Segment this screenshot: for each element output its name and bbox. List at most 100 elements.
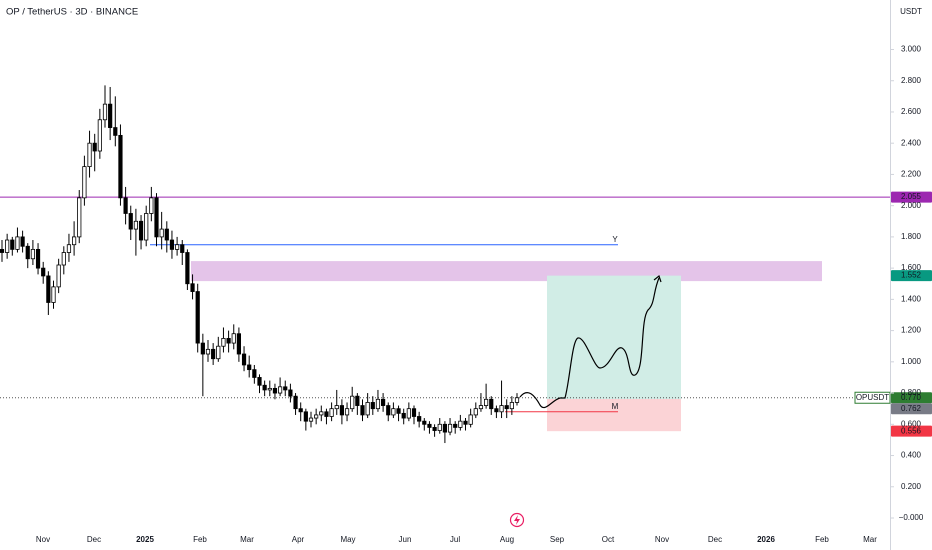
y-tick-label: 0.800: [901, 388, 922, 397]
candle-body: [211, 348, 216, 360]
x-tick-label: Feb: [193, 535, 207, 544]
candle-body: [458, 420, 463, 428]
candle-body: [51, 286, 56, 303]
candle-body: [241, 353, 247, 366]
candle-body: [174, 244, 180, 250]
x-tick-label: Nov: [36, 535, 50, 544]
loss-box: [547, 399, 681, 432]
candle-body: [41, 267, 46, 277]
candle-body: [422, 420, 427, 425]
candle-body: [231, 333, 236, 344]
x-tick-label: Aug: [500, 535, 514, 544]
y-tick-label: 1.600: [901, 263, 922, 272]
projection-path: [519, 277, 660, 409]
candle-body: [5, 239, 10, 253]
candle-body: [514, 397, 520, 403]
candle-body: [365, 402, 370, 416]
x-tick-label: 2026: [757, 535, 775, 544]
projection-arrowhead: [653, 274, 662, 283]
supply-zone: [191, 261, 822, 282]
y-tick-label: 2.000: [901, 201, 922, 210]
candle-body: [303, 411, 308, 422]
price-tag: [891, 392, 932, 404]
candle-body: [82, 166, 87, 199]
price-tag-label: 0.770: [901, 393, 922, 402]
y-tick-label: 2.600: [901, 107, 922, 116]
chart-title: OP / TetherUS · 3D · BINANCE: [6, 7, 138, 18]
candle-body: [478, 405, 484, 410]
candle-body: [77, 197, 82, 238]
candle-body: [35, 248, 41, 269]
candle-body: [499, 405, 504, 413]
candle-body: [123, 197, 128, 214]
candle-body: [144, 213, 149, 241]
candle-body: [468, 414, 473, 425]
candle-body: [180, 244, 185, 253]
candle-body: [360, 405, 365, 416]
candle-body: [92, 142, 97, 152]
candle-body: [200, 342, 205, 355]
candle-body: [72, 236, 77, 246]
x-tick-label: Sep: [550, 535, 565, 544]
candle-body: [334, 405, 339, 410]
candle-body: [159, 228, 164, 238]
symbol-tag-label: OPUSDT: [856, 393, 889, 402]
candle-body: [15, 236, 20, 250]
candle-body: [221, 338, 226, 347]
y-tick-label: 2.200: [901, 170, 922, 179]
candle-body: [298, 408, 303, 413]
axis-unit: USDT: [900, 7, 922, 16]
candle-body: [190, 283, 195, 292]
price-tag-label: 1.552: [901, 271, 922, 280]
candle-body: [489, 398, 494, 410]
logo: [509, 512, 525, 528]
candle-body: [56, 264, 61, 288]
candle-body: [375, 398, 381, 410]
candle-body: [391, 408, 396, 416]
x-tick-label: Dec: [708, 535, 722, 544]
candle-body: [314, 414, 319, 419]
candle-body: [283, 386, 288, 391]
candle-body: [66, 244, 72, 253]
candle-body: [216, 345, 221, 360]
candle-body: [128, 213, 133, 230]
candle-body: [329, 408, 334, 417]
candle-body: [236, 333, 241, 355]
level-m-label: M: [612, 402, 619, 411]
candle-body: [149, 197, 154, 214]
candle-body: [164, 228, 169, 241]
candle-body: [97, 119, 102, 152]
y-tick-label: 1.800: [901, 232, 922, 241]
candle-body: [308, 417, 314, 422]
x-tick-label: May: [340, 535, 355, 544]
symbol-tag: [854, 391, 891, 404]
profit-box: [547, 275, 681, 400]
candle-body: [205, 348, 211, 355]
candle-body: [370, 402, 375, 410]
logo-bolt: [514, 515, 520, 525]
candle-body: [319, 411, 324, 416]
x-tick-label: Mar: [240, 535, 254, 544]
y-tick-label: 2.400: [901, 138, 922, 147]
candle-body: [453, 423, 458, 428]
candle-body: [226, 338, 231, 344]
candle-body: [494, 408, 499, 413]
x-tick-label: Jun: [399, 535, 412, 544]
candle-body: [277, 386, 283, 394]
candle-body: [102, 103, 108, 121]
candle-body: [118, 134, 123, 199]
candle-body: [87, 142, 92, 168]
y-tick-label: 0.600: [901, 419, 922, 428]
candle-body: [185, 252, 190, 285]
candle-body: [437, 423, 442, 431]
candle-body: [113, 127, 118, 136]
candles: [0, 85, 520, 444]
candle-body: [262, 384, 267, 391]
candle-body: [61, 252, 66, 266]
candle-body: [0, 248, 5, 253]
candle-body: [411, 408, 417, 417]
candle-body: [154, 197, 159, 238]
candle-body: [133, 220, 138, 230]
candle-body: [350, 395, 355, 410]
